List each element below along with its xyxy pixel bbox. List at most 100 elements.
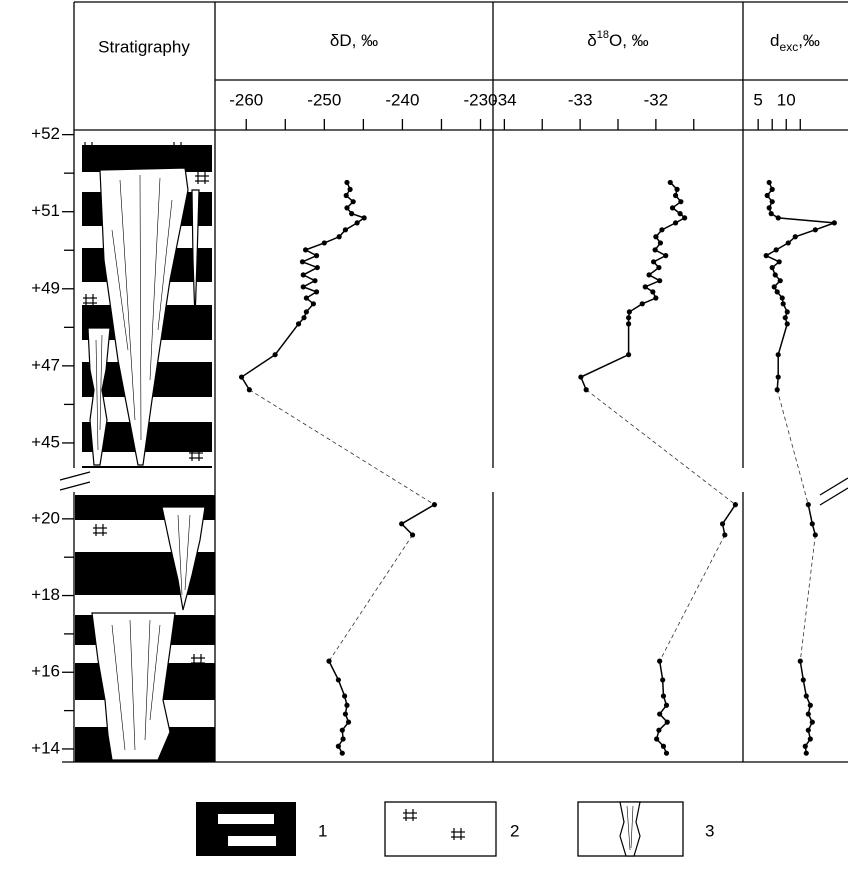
data-point — [303, 309, 309, 315]
data-point — [339, 727, 345, 733]
profile-line — [328, 660, 350, 754]
data-point — [626, 315, 632, 321]
data-point — [340, 736, 346, 742]
data-point — [335, 743, 341, 749]
data-point — [805, 711, 811, 717]
data-point — [784, 309, 790, 315]
y-tick-label: +51 — [31, 201, 60, 220]
data-point — [773, 247, 779, 253]
data-point — [719, 521, 726, 527]
x-tick-label: 5 — [753, 90, 762, 109]
y-tick-label: +16 — [31, 662, 60, 681]
data-point — [812, 532, 818, 538]
profile-line — [655, 661, 669, 754]
x-tick-label: -250 — [307, 90, 341, 109]
data-point — [803, 750, 809, 756]
data-point — [303, 295, 309, 301]
data-point — [656, 727, 662, 733]
legend-swatch — [384, 801, 497, 857]
data-point — [321, 240, 327, 246]
data-point — [312, 278, 318, 284]
data-point — [775, 374, 781, 380]
x-tick-label: -32 — [644, 90, 669, 109]
y-tick-label: +14 — [31, 738, 60, 757]
data-point — [775, 352, 781, 358]
data-point — [335, 677, 341, 683]
data-point — [677, 211, 683, 217]
data-point — [342, 711, 349, 717]
data-point — [800, 677, 806, 683]
data-point — [313, 253, 320, 259]
data-point — [345, 719, 352, 725]
data-point — [805, 727, 811, 733]
data-point — [732, 502, 739, 508]
panel-header-part: δ — [587, 31, 596, 50]
data-point — [300, 272, 306, 278]
data-point — [626, 321, 632, 327]
data-point — [361, 215, 367, 221]
data-point — [807, 702, 813, 708]
data-point — [650, 289, 656, 295]
data-point — [654, 736, 660, 742]
data-point — [678, 199, 684, 205]
data-point — [313, 289, 320, 295]
data-point — [336, 234, 342, 240]
data-point — [339, 750, 345, 756]
data-point — [774, 289, 780, 295]
data-point — [766, 205, 772, 211]
data-point — [657, 240, 664, 246]
stratigraphy-top — [81, 141, 212, 468]
panel-header: δ18O, ‰ — [587, 29, 648, 51]
data-point — [342, 227, 349, 233]
data-point — [809, 719, 815, 725]
data-point — [664, 719, 670, 725]
data-point — [656, 264, 662, 271]
panel-header-part: exc — [780, 40, 799, 54]
data-point — [774, 387, 780, 393]
data-point — [777, 278, 783, 284]
data-point — [272, 352, 278, 358]
gap-connector — [659, 534, 726, 662]
panel-header: dexc,‰ — [770, 31, 820, 54]
panel-header-part: δD, ‰ — [330, 31, 378, 50]
data-point — [779, 295, 785, 301]
data-point — [651, 259, 657, 265]
y-tick-label: +52 — [31, 124, 60, 143]
data-point — [769, 264, 775, 271]
data-point — [807, 736, 813, 742]
data-point — [792, 234, 798, 240]
data-point — [803, 693, 809, 699]
data-point — [663, 750, 670, 756]
data-point — [349, 211, 355, 217]
data-point — [722, 532, 728, 538]
x-tick-label: -260 — [229, 90, 263, 109]
legend-label: 1 — [318, 821, 327, 840]
data-point — [626, 352, 632, 358]
gap-connector — [328, 534, 413, 662]
data-point — [831, 220, 837, 226]
data-point — [682, 215, 688, 221]
data-point — [775, 215, 781, 221]
x-tick-label: -33 — [568, 90, 593, 109]
data-point — [431, 502, 438, 508]
gap-connector — [776, 389, 809, 505]
data-point — [772, 272, 778, 278]
data-point — [784, 321, 790, 327]
panel-header-part: d — [770, 31, 779, 50]
data-point — [344, 179, 350, 186]
data-point — [659, 227, 665, 233]
x-tick-label: -34 — [492, 90, 517, 109]
data-point — [660, 743, 667, 749]
data-point — [399, 521, 405, 527]
data-point — [344, 702, 350, 708]
data-point — [646, 272, 652, 278]
data-point — [302, 247, 309, 253]
y-tick-label: +18 — [31, 585, 60, 604]
data-point — [300, 284, 306, 290]
data-point — [802, 743, 808, 749]
data-point — [785, 240, 791, 246]
panel-header-part: O, ‰ — [609, 31, 649, 50]
data-point — [295, 321, 302, 327]
data-point — [763, 253, 769, 259]
